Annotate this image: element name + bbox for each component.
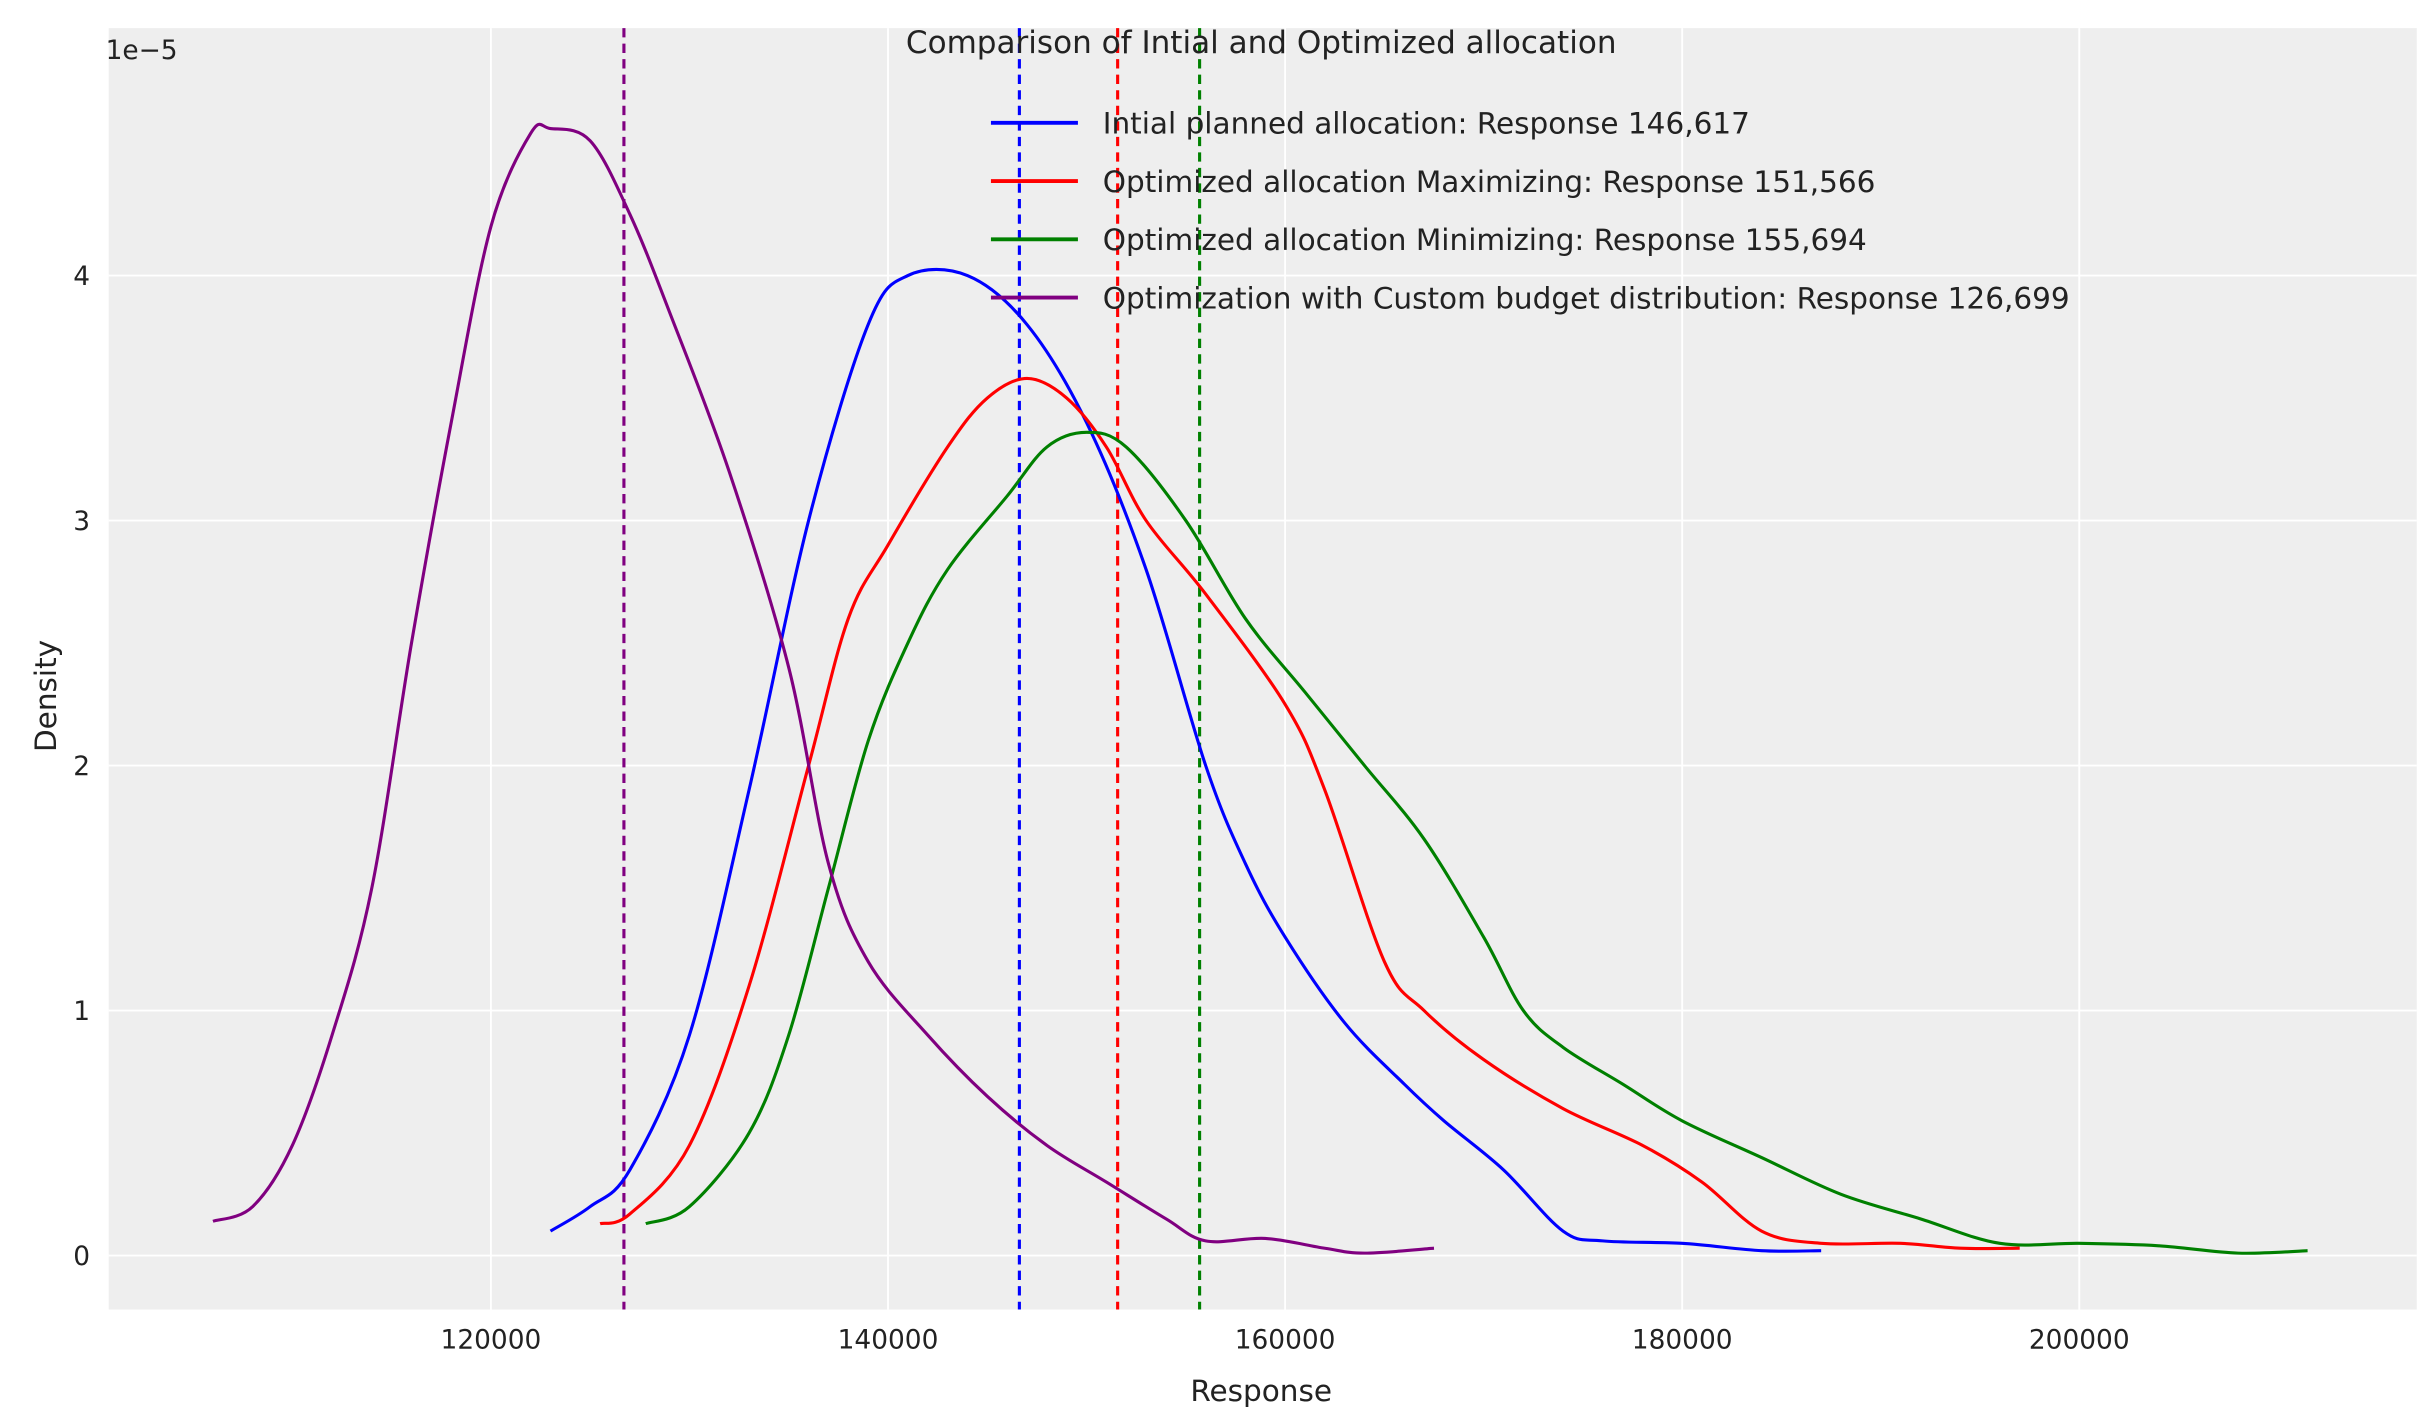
series-line-3 <box>212 122 1435 1255</box>
y-tick-label: 4 <box>73 261 90 292</box>
legend: Intial planned allocation: Response 146,… <box>990 107 2070 315</box>
y-axis-label: Density <box>29 640 63 752</box>
y-tick-label: 3 <box>73 506 90 537</box>
x-ticks: 120000 140000 160000 180000 200000 <box>441 1324 2130 1355</box>
legend-label-1: Optimized allocation Maximizing: Respons… <box>1103 165 1876 199</box>
legend-label-0: Intial planned allocation: Response 146,… <box>1103 107 1750 141</box>
series-line-0 <box>549 267 1822 1253</box>
chart-title: Comparison of Intial and Optimized alloc… <box>906 25 1617 61</box>
x-axis-label: Response <box>1190 1374 1332 1408</box>
y-offset-label: 1e−5 <box>106 35 178 66</box>
series-line-2 <box>645 430 2308 1255</box>
x-tick-label: 180000 <box>1632 1324 1733 1355</box>
density-curves <box>212 122 2308 1255</box>
y-tick-label: 0 <box>73 1241 90 1272</box>
mean-lines <box>622 28 1202 1310</box>
x-tick-label: 120000 <box>441 1324 542 1355</box>
legend-label-2: Optimized allocation Minimizing: Respons… <box>1103 223 1867 257</box>
x-tick-label: 140000 <box>838 1324 939 1355</box>
legend-label-3: Optimization with Custom budget distribu… <box>1103 281 2070 315</box>
y-tick-label: 1 <box>73 996 90 1027</box>
x-tick-label: 200000 <box>2029 1324 2130 1355</box>
series-line-1 <box>599 376 2020 1251</box>
x-tick-label: 160000 <box>1235 1324 1336 1355</box>
y-ticks: 0 1 2 3 4 <box>73 261 90 1272</box>
y-tick-label: 2 <box>73 751 90 782</box>
